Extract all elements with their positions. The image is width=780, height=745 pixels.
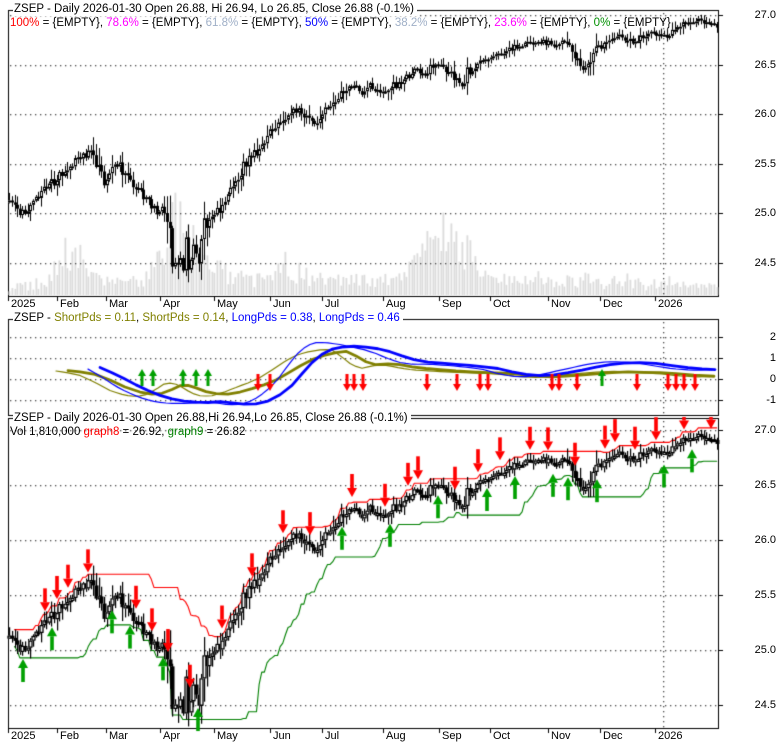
charts-canvas[interactable] [0, 0, 780, 745]
charting-app-window: ZSEP - Daily 2026-01-30 Open 26.88, Hi 2… [0, 0, 780, 745]
